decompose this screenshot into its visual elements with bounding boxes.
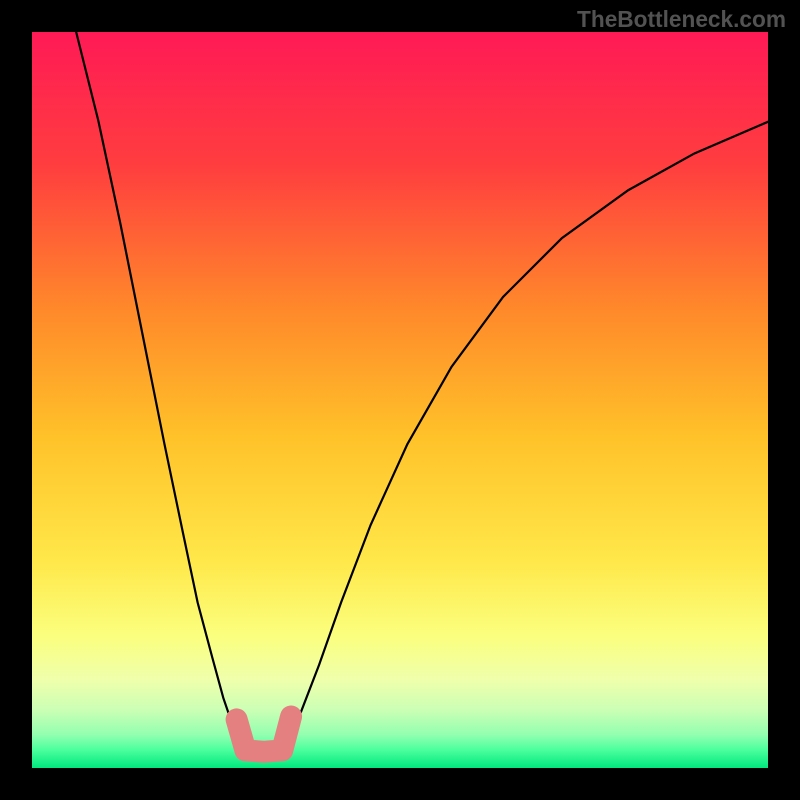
highlight-segment: [237, 716, 291, 751]
curve-layer: [32, 32, 768, 768]
bottleneck-curve-right: [290, 122, 768, 735]
plot-area: [32, 32, 768, 768]
bottleneck-curve-left: [76, 32, 239, 739]
attribution-watermark: TheBottleneck.com: [577, 6, 786, 33]
